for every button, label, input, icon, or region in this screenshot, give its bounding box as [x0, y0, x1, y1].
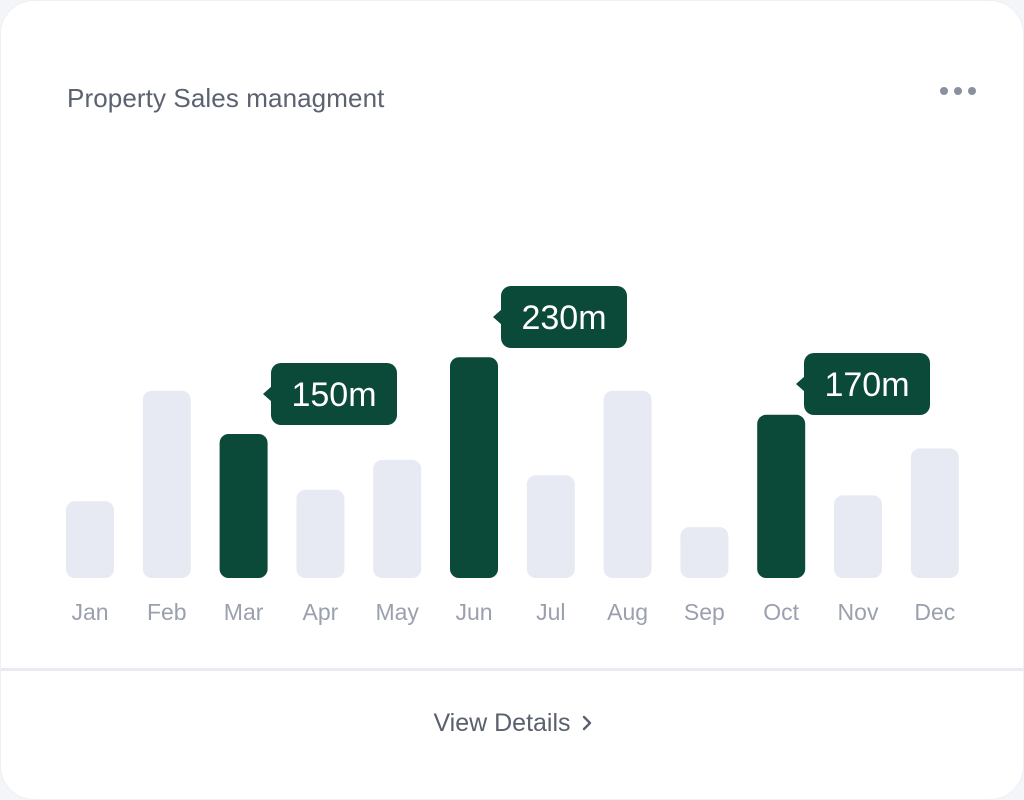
x-tick-label-aug: Aug	[607, 599, 648, 625]
x-tick-label-may: May	[375, 599, 419, 625]
x-tick-label-oct: Oct	[763, 599, 799, 625]
tooltip-box	[501, 286, 627, 348]
more-horizontal-icon	[940, 87, 948, 95]
data-label-jun: 230m	[493, 286, 627, 348]
tooltip-value: 170m	[824, 366, 909, 404]
tooltip-value: 150m	[291, 376, 376, 414]
more-options-button[interactable]	[931, 77, 985, 107]
tooltip-box	[271, 363, 397, 425]
view-details-label: View Details	[433, 708, 571, 737]
bar-apr[interactable]	[296, 489, 345, 578]
x-tick-label-dec: Dec	[914, 599, 955, 625]
tooltip-pointer	[263, 386, 272, 402]
bar-feb[interactable]	[142, 390, 191, 578]
x-tick-label-jun: Jun	[455, 599, 492, 625]
x-tick-label-mar: Mar	[224, 599, 264, 625]
bar-may[interactable]	[373, 459, 422, 578]
bar-nov[interactable]	[834, 495, 882, 578]
more-horizontal-icon	[968, 87, 976, 95]
bar-sep[interactable]	[680, 527, 729, 578]
x-tick-label-sep: Sep	[684, 599, 725, 625]
x-tick-label-feb: Feb	[147, 599, 187, 625]
x-tick-label-jul: Jul	[536, 599, 565, 625]
bar-oct[interactable]	[757, 414, 806, 578]
bar-dec[interactable]	[910, 448, 959, 578]
tooltip-value: 230m	[521, 299, 606, 337]
data-label-mar: 150m	[263, 363, 397, 425]
view-details-button[interactable]: View Details	[1, 701, 1024, 745]
bar-aug[interactable]	[603, 390, 652, 578]
footer-divider	[1, 668, 1024, 671]
tooltip-pointer	[493, 309, 502, 325]
bar-mar[interactable]	[219, 434, 268, 578]
more-horizontal-icon	[954, 87, 962, 95]
tooltip-box	[804, 353, 930, 415]
data-label-oct: 170m	[796, 353, 930, 415]
tooltip-pointer	[796, 376, 805, 392]
x-tick-label-jan: Jan	[71, 599, 108, 625]
x-tick-label-apr: Apr	[303, 599, 339, 625]
x-tick-label-nov: Nov	[838, 599, 879, 625]
bar-jan[interactable]	[66, 501, 114, 578]
bar-jul[interactable]	[526, 475, 575, 578]
sales-bar-chart: Jan Feb Mar 150m Apr May Jun 230m Jul Aug Sep Oct 17…	[66, 286, 959, 625]
chevron-right-icon	[582, 715, 591, 731]
card-title: Property Sales managment	[67, 83, 385, 113]
bar-jun[interactable]	[450, 357, 498, 578]
